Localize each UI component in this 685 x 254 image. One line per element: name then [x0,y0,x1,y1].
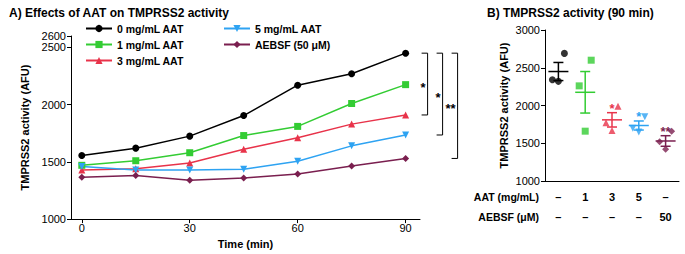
svg-text:B) TMPRSS2 activity (90 min): B) TMPRSS2 activity (90 min) [487,6,654,20]
svg-text:90: 90 [399,222,411,234]
svg-text:1500: 1500 [42,156,66,168]
svg-text:TMPRSS2 activity (AFU): TMPRSS2 activity (AFU) [19,64,31,190]
svg-text:–: – [555,191,561,203]
svg-text:–: – [555,211,561,223]
svg-text:2600: 2600 [42,30,66,42]
svg-text:Time (min): Time (min) [218,238,274,250]
svg-text:*: * [421,80,427,95]
svg-text:**: ** [445,101,456,116]
svg-text:A) Effects of AAT on TMPRSS2 a: A) Effects of AAT on TMPRSS2 activity [9,6,229,20]
svg-text:1 mg/mL AAT: 1 mg/mL AAT [117,39,184,51]
svg-text:AAT (mg/mL): AAT (mg/mL) [474,191,539,203]
svg-text:0 mg/mL AAT: 0 mg/mL AAT [117,23,184,35]
svg-text:30: 30 [184,222,196,234]
svg-text:5 mg/mL AAT: 5 mg/mL AAT [255,23,322,35]
svg-text:*: * [609,101,615,116]
svg-text:AEBSF (μM): AEBSF (μM) [478,211,539,223]
svg-text:2500: 2500 [42,41,66,53]
svg-text:3: 3 [609,191,615,203]
svg-text:TMPRSS2 activity (AFU): TMPRSS2 activity (AFU) [498,42,510,168]
svg-text:50: 50 [659,211,671,223]
svg-text:AEBSF (50 μM): AEBSF (50 μM) [255,39,330,51]
svg-text:3 mg/mL AAT: 3 mg/mL AAT [117,55,184,67]
svg-text:1000: 1000 [42,213,66,225]
svg-text:–: – [663,191,669,203]
svg-text:3000: 3000 [516,24,540,36]
svg-text:2000: 2000 [516,100,540,112]
svg-text:1500: 1500 [516,137,540,149]
svg-text:*: * [636,109,642,124]
svg-text:*: * [436,90,442,105]
svg-text:1: 1 [582,191,588,203]
svg-text:2000: 2000 [42,99,66,111]
svg-text:5: 5 [636,191,642,203]
svg-text:2500: 2500 [516,62,540,74]
svg-text:–: – [582,211,588,223]
svg-text:60: 60 [292,222,304,234]
svg-text:–: – [636,211,642,223]
svg-text:0: 0 [79,222,85,234]
svg-text:1000: 1000 [516,175,540,187]
svg-text:–: – [609,211,615,223]
